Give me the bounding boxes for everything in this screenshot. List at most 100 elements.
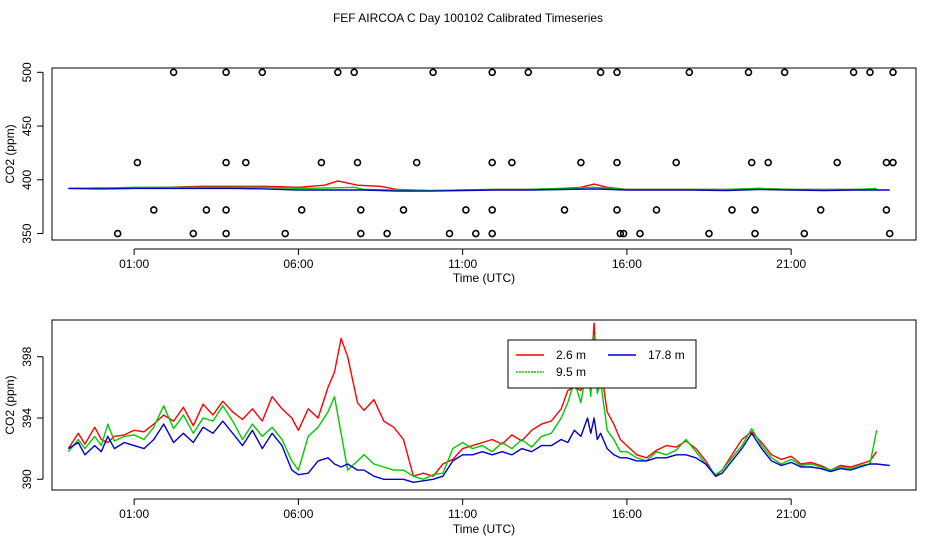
panel-bottom-series-line-2 <box>67 334 878 480</box>
calibration-marker <box>705 229 713 238</box>
calibration-marker <box>202 206 211 214</box>
calibration-marker <box>488 229 497 238</box>
panel-top: 01:00 06:00 11:00 16:00 21:00 350 400 450 500 T… <box>3 62 917 285</box>
calibration-marker <box>685 68 694 77</box>
calibration-marker <box>560 206 569 214</box>
calibration-marker <box>616 229 625 238</box>
calibration-marker <box>672 158 681 167</box>
calibration-marker <box>889 68 897 77</box>
calibration-marker <box>353 158 362 167</box>
calibration-marker <box>333 68 342 77</box>
calibration-marker <box>882 206 891 214</box>
panel-bottom-ytick-label: 398 <box>20 346 34 366</box>
calibration-marker <box>350 68 359 77</box>
panel-top-series-line-3 <box>68 187 890 192</box>
calibration-marker <box>780 68 789 77</box>
calibration-marker <box>113 229 122 238</box>
panel-bottom-yaxis: 390 394 398 <box>20 346 44 489</box>
calibration-marker <box>488 158 497 167</box>
calibration-marker <box>849 68 858 77</box>
panel-bottom-xlabel: Time (UTC) <box>453 522 515 536</box>
calibration-marker <box>242 158 250 167</box>
calibration-marker <box>751 229 759 238</box>
panel-bottom-ytick-label: 394 <box>20 408 34 428</box>
calibration-marker <box>297 206 306 214</box>
calibration-marker <box>885 229 894 238</box>
panel-top-xtick-label: 11:00 <box>448 257 477 271</box>
calibration-marker <box>728 206 736 214</box>
calibration-marker <box>596 68 605 77</box>
calibration-marker <box>429 68 437 77</box>
legend-label-9-5m: 9.5 m <box>556 365 586 379</box>
calibration-marker <box>222 206 230 214</box>
calibration-marker <box>488 206 497 214</box>
panel-bottom-ytick-label: 390 <box>20 469 34 489</box>
calibration-marker <box>222 158 230 167</box>
calibration-marker <box>747 158 756 167</box>
calibration-marker <box>356 206 365 214</box>
calibration-marker <box>399 206 408 214</box>
calibration-marker <box>816 206 825 214</box>
calibration-marker <box>258 68 267 77</box>
panel-bottom: 01:00 06:00 11:00 16:00 21:00 390 394 398 Time… <box>3 319 917 536</box>
calibration-marker <box>744 68 753 77</box>
panel-top-ylabel: CO2 (ppm) <box>3 124 17 183</box>
calibration-marker <box>636 229 644 238</box>
legend-label-17-8m: 17.8 m <box>648 348 685 362</box>
panel-bottom-frame <box>51 319 917 491</box>
calibration-marker <box>222 229 230 238</box>
figure-title: FEF AIRCOA C Day 100102 Calibrated Times… <box>333 11 603 25</box>
panel-bottom-series <box>67 322 890 483</box>
calibration-marker <box>488 68 497 77</box>
calibration-marker <box>462 206 470 214</box>
calibration-marker <box>619 229 628 238</box>
panel-bottom-xtick-label: 01:00 <box>119 507 149 521</box>
panel-top-series <box>68 180 890 192</box>
panel-top-ytick-label: 500 <box>20 62 34 82</box>
panel-top-frame <box>51 67 917 241</box>
calibration-marker <box>222 68 230 77</box>
calibration-marker <box>524 68 533 77</box>
calibration-marker <box>508 158 516 167</box>
legend-label-2-6m: 2.6 m <box>556 348 586 362</box>
calibration-marker <box>613 206 621 214</box>
calibration-marker <box>889 158 897 167</box>
calibration-marker <box>613 68 621 77</box>
panel-bottom-xtick-label: 11:00 <box>448 507 477 521</box>
calibration-marker <box>577 158 585 167</box>
legend: 2.6 m 9.5 m 17.8 m <box>507 339 697 389</box>
panel-top-xtick-label: 21:00 <box>776 257 806 271</box>
panel-top-ytick-label: 400 <box>20 169 34 189</box>
panel-top-xlabel: Time (UTC) <box>453 271 515 285</box>
panel-bottom-series-line-1 <box>67 322 878 477</box>
panel-top-yaxis: 350 400 450 500 <box>20 62 44 244</box>
panel-top-xtick-label: 16:00 <box>612 257 642 271</box>
calibration-marker <box>412 158 421 167</box>
panel-top-xtick-label: 06:00 <box>283 257 313 271</box>
calibration-marker <box>189 229 198 238</box>
panel-top-ytick-label: 350 <box>20 223 34 243</box>
calibration-marker <box>133 158 142 167</box>
panel-top-xaxis: 01:00 06:00 11:00 16:00 21:00 <box>119 248 807 271</box>
panel-bottom-xtick-label: 21:00 <box>776 507 806 521</box>
panel-top-markers <box>113 68 897 238</box>
calibration-marker <box>652 206 661 214</box>
panel-bottom-series-line-3 <box>68 417 890 483</box>
panel-bottom-xtick-label: 16:00 <box>612 507 642 521</box>
calibration-marker <box>169 68 178 77</box>
calibration-marker <box>751 206 759 214</box>
panel-bottom-xtick-label: 06:00 <box>283 507 313 521</box>
calibration-marker <box>383 229 391 238</box>
panel-top-xtick-label: 01:00 <box>119 257 149 271</box>
calibration-marker <box>882 158 891 167</box>
calibration-marker <box>281 229 290 238</box>
calibration-marker <box>764 158 773 167</box>
calibration-marker <box>866 68 874 77</box>
calibration-marker <box>150 206 158 214</box>
calibration-marker <box>800 229 809 238</box>
legend-box <box>507 339 697 389</box>
calibration-marker <box>613 158 621 167</box>
panel-bottom-ylabel: CO2 (ppm) <box>3 375 17 434</box>
calibration-marker <box>471 229 480 238</box>
